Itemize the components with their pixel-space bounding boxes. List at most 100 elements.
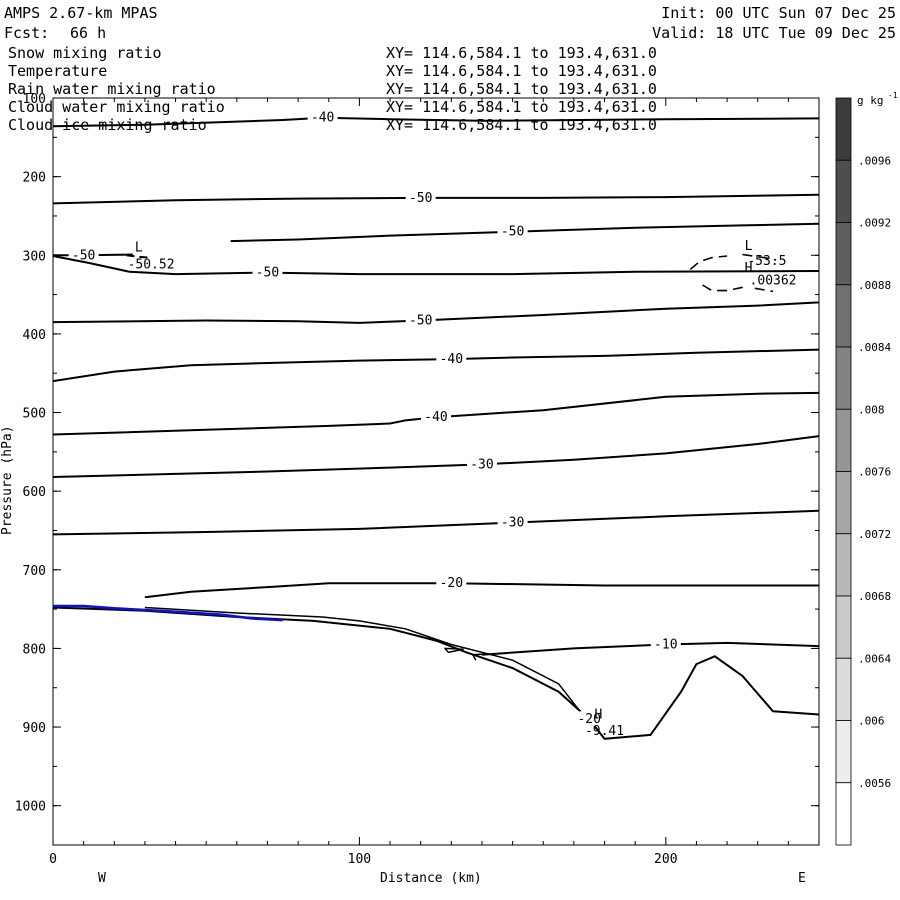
legend-item-xy: XY= 114.6,584.1 to 193.4,631.0 <box>386 44 657 62</box>
contour-label-bg <box>307 109 338 125</box>
x-tick-label: 100 <box>348 852 371 867</box>
contour-label: -40 <box>311 111 334 126</box>
low-marker: L <box>135 240 143 255</box>
colorbar-swatch <box>835 595 852 659</box>
colorbar-swatch <box>835 346 852 410</box>
high-marker: H <box>745 261 753 276</box>
colorbar-label: .0064 <box>858 652 891 665</box>
contour-label: -30 <box>501 516 524 531</box>
colorbar-label: .0088 <box>858 279 891 292</box>
temperature-contour-line <box>52 301 820 324</box>
y-tick-label: 600 <box>23 485 46 500</box>
temperature-contour-line <box>52 391 820 436</box>
contour-label: -40 <box>424 410 447 425</box>
legend-item-xy: XY= 114.6,584.1 to 193.4,631.0 <box>386 98 657 116</box>
east-label: E <box>798 871 806 886</box>
legend-item-name: Rain water mixing ratio <box>8 80 216 98</box>
small-contour-segment <box>471 653 489 661</box>
colorbar-label: .0056 <box>858 777 891 790</box>
y-tick-label: 300 <box>23 249 46 264</box>
colorbar-units: g kg <box>857 94 884 107</box>
contour-label: -20 <box>577 712 600 727</box>
contour-label-bg <box>574 711 605 727</box>
init-time: Init: 00 UTC Sun 07 Dec 25 <box>661 4 896 22</box>
contour-label-bg <box>650 636 681 652</box>
colorbar-label: .006 <box>858 715 885 728</box>
x-tick-label: 200 <box>654 852 677 867</box>
contour-label: -10 <box>654 637 677 652</box>
colorbar-label: .0072 <box>858 528 891 541</box>
colorbar-swatch <box>835 533 852 597</box>
forecast-hour: 66 h <box>70 24 106 42</box>
y-tick-label: 500 <box>23 407 46 422</box>
colorbar-label: .0084 <box>858 341 891 354</box>
contour-label-bg <box>436 351 467 367</box>
temperature-contour-line <box>52 435 820 478</box>
contour-label-bg <box>68 247 99 263</box>
dashed-contour <box>742 253 777 261</box>
y-axis-label: Pressure (hPa) <box>0 425 15 535</box>
model-title: AMPS 2.67-km MPAS <box>4 4 158 22</box>
contour-label: -50 <box>409 314 432 329</box>
y-axis-ticks: 100 200 300 400 500 600 700 800 900 1000 <box>15 92 819 846</box>
high-marker: H <box>594 707 602 722</box>
contour-label-bg <box>497 223 528 239</box>
extreme-value-label: -50.52 <box>128 258 175 273</box>
legend-item-name: Snow mixing ratio <box>8 44 162 62</box>
cloud-ice-contours <box>126 253 777 712</box>
legend-item-name: Cloud water mixing ratio <box>8 98 225 116</box>
temperature-contour-line <box>481 641 820 656</box>
y-tick-label: 900 <box>23 721 46 736</box>
y-tick-label: 700 <box>23 564 46 579</box>
colorbar-label: .0096 <box>858 154 891 167</box>
terrain-contour <box>144 606 581 712</box>
colorbar-swatch <box>835 159 852 223</box>
colorbar-label: .008 <box>858 403 885 416</box>
low-marker: L <box>745 239 753 254</box>
dashed-contour <box>754 287 774 293</box>
colorbar-label: .0092 <box>858 217 891 230</box>
y-tick-label: 1000 <box>15 800 46 815</box>
small-contour-loop <box>443 647 464 654</box>
contour-label-bg <box>436 575 467 591</box>
contour-label-bg <box>466 456 497 472</box>
extreme-value-label: -9.41 <box>585 724 624 739</box>
y-tick-label: 200 <box>23 171 46 186</box>
temperature-contour-line <box>52 193 820 205</box>
west-label: W <box>98 871 106 886</box>
colorbar-swatch <box>835 471 852 535</box>
dashed-contour <box>689 255 728 271</box>
legend-item-xy: XY= 114.6,584.1 to 193.4,631.0 <box>386 62 657 80</box>
plot-frame <box>52 97 820 846</box>
contour-label-bg <box>252 264 283 280</box>
forecast-label: Fcst: <box>4 24 49 42</box>
colorbar-units-exponent: -1 <box>888 91 898 100</box>
contour-label-bg <box>497 514 528 530</box>
colorbar-swatch <box>835 720 852 784</box>
legend-item-xy: XY= 114.6,584.1 to 193.4,631.0 <box>386 80 657 98</box>
temperature-contour-line <box>144 582 819 599</box>
contour-label: -50 <box>72 248 95 263</box>
x-axis-ticks: 0 100 200 <box>49 98 789 867</box>
y-tick-label: 100 <box>23 92 46 107</box>
contour-label-bg <box>405 189 436 205</box>
temperature-contour-line <box>52 606 820 740</box>
colorbar-swatch <box>835 657 852 721</box>
colorbar: .0096 .0092 .0088 .0084 .008 .0076 .0072 .0068.… <box>835 97 891 846</box>
colorbar-label: .0068 <box>858 590 891 603</box>
colorbar-label: .0076 <box>858 466 891 479</box>
cloud-water-line <box>53 604 283 622</box>
colorbar-swatch <box>835 97 852 161</box>
valid-time: Valid: 18 UTC Tue 09 Dec 25 <box>652 24 896 42</box>
dashed-contour <box>126 254 149 259</box>
header: AMPS 2.67-km MPAS Fcst: 66 h Init: 00 UT… <box>4 4 896 42</box>
contour-label: -20 <box>440 576 463 591</box>
contour-label-bg <box>421 409 451 425</box>
contour-label-bg <box>405 312 436 328</box>
colorbar-swatch <box>835 408 852 472</box>
y-tick-label: 400 <box>23 328 46 343</box>
contour-label: -50 <box>256 266 279 281</box>
legend-item-name: Temperature <box>8 62 107 80</box>
cloud-water-contour <box>53 604 283 622</box>
